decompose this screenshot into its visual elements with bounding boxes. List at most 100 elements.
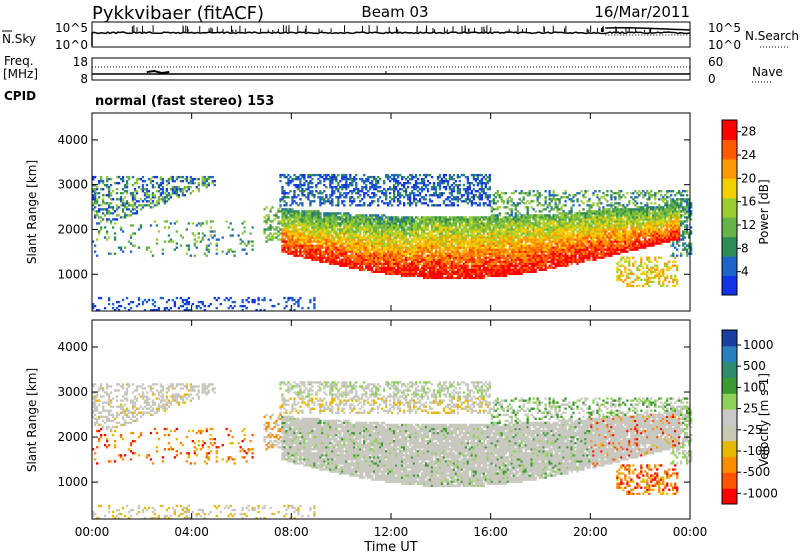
power-cell — [367, 234, 370, 237]
power-cell — [203, 234, 206, 237]
power-cell — [406, 240, 410, 243]
power-cell — [504, 224, 507, 227]
power-cell — [355, 254, 358, 257]
power-cell — [185, 244, 188, 247]
power-cell — [381, 218, 384, 221]
power-cell — [173, 192, 177, 195]
power-cell — [293, 222, 296, 225]
power-cell — [303, 173, 306, 177]
power-cell — [414, 244, 418, 247]
power-cell — [159, 177, 163, 181]
power-cell — [363, 260, 366, 263]
power-cell — [365, 248, 368, 251]
power-cell — [309, 200, 312, 203]
power-cell — [410, 266, 414, 269]
power-cell — [410, 232, 414, 235]
power-cell — [514, 234, 517, 237]
power-cell — [367, 262, 370, 265]
power-cell — [398, 173, 402, 177]
power-cell — [269, 228, 272, 231]
power-cell — [271, 226, 274, 229]
power-cell — [412, 266, 416, 269]
power-cell — [319, 196, 322, 199]
power-cell — [450, 230, 454, 233]
power-cell — [516, 242, 519, 245]
power-cell — [325, 196, 328, 199]
power-cell — [299, 250, 302, 253]
power-cell — [299, 184, 302, 187]
power-cell — [343, 262, 346, 265]
power-cell — [444, 252, 448, 255]
power-cell — [275, 232, 278, 235]
power-cell — [482, 276, 485, 280]
power-cell — [416, 216, 420, 219]
power-cell — [323, 260, 326, 263]
power-cell — [363, 242, 366, 245]
power-cell — [173, 179, 177, 183]
power-cell — [309, 242, 312, 245]
power-cell — [392, 246, 396, 249]
power-cell — [243, 220, 246, 223]
power-cell — [343, 184, 346, 187]
power-cell — [313, 212, 316, 215]
power-cell — [135, 212, 139, 215]
power-cell — [347, 240, 350, 243]
power-cell — [510, 192, 513, 195]
power-cell — [307, 214, 310, 217]
power-cell — [313, 238, 316, 241]
power-cell — [301, 220, 304, 223]
power-cell — [480, 179, 483, 183]
power-cell — [129, 250, 133, 253]
power-cell — [506, 198, 509, 201]
power-cell — [115, 198, 119, 201]
power-cell — [404, 264, 408, 267]
power-cell — [343, 250, 346, 253]
power-cell — [367, 177, 370, 181]
power-cell — [383, 266, 386, 269]
power-cell — [494, 208, 497, 211]
power-cell — [508, 260, 511, 263]
power-cell — [383, 192, 386, 195]
power-cell — [476, 246, 480, 249]
power-cell — [321, 238, 324, 241]
power-cell — [375, 254, 378, 257]
power-cell — [460, 244, 464, 247]
power-cell — [458, 224, 462, 227]
power-cell — [408, 198, 412, 201]
power-cell — [339, 262, 342, 265]
power-cell — [514, 236, 517, 239]
power-cell — [375, 260, 378, 263]
power-cell — [408, 196, 412, 199]
power-cell — [351, 179, 354, 183]
power-cell — [329, 200, 332, 203]
power-cell — [183, 308, 186, 312]
power-cell — [313, 254, 316, 257]
power-cell — [464, 272, 468, 276]
power-cell — [470, 190, 474, 193]
power-cell — [173, 222, 177, 225]
power-cell — [468, 216, 472, 219]
power-cell — [508, 270, 511, 273]
power-cell — [474, 248, 478, 251]
power-cell — [129, 234, 133, 237]
power-cell — [512, 192, 515, 195]
power-cell — [444, 236, 448, 239]
power-cell — [404, 252, 408, 255]
power-cell — [472, 240, 476, 243]
power-cell — [424, 248, 428, 251]
power-cell — [341, 246, 344, 249]
power-cell — [327, 250, 330, 253]
power-cell — [363, 194, 366, 197]
power-cell — [225, 252, 228, 255]
power-cell — [155, 204, 159, 207]
power-cell — [319, 198, 322, 201]
power-cell — [349, 260, 352, 263]
power-cell — [410, 220, 414, 223]
power-cell — [371, 228, 374, 231]
power-cell — [337, 190, 340, 193]
power-cell — [444, 220, 448, 223]
power-cell — [313, 200, 316, 203]
power-cell — [385, 232, 388, 235]
power-cell — [452, 258, 456, 261]
power-cell — [514, 270, 517, 273]
